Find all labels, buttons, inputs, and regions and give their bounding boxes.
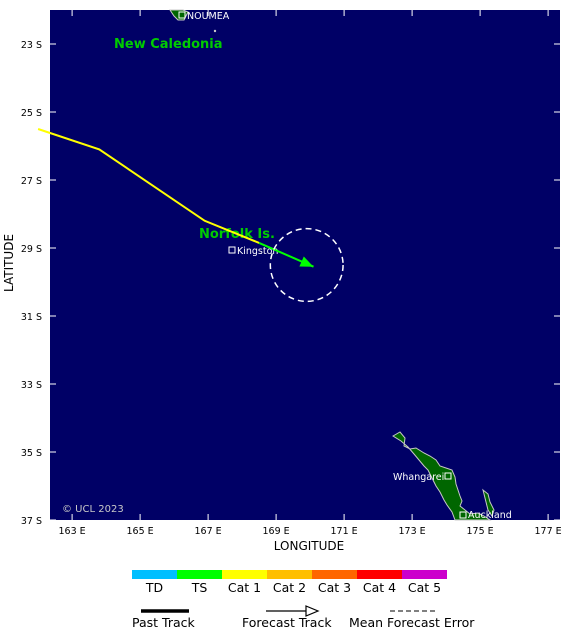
- latitude-tick-label: 29 S: [21, 244, 42, 255]
- latitude-tick-label: 37 S: [21, 516, 42, 527]
- past-track-key-line: [141, 609, 189, 613]
- intensity-swatch: [402, 570, 447, 579]
- storm-track-map: NOUMEA New Caledonia Norfolk Is. Kingsto…: [2, 9, 562, 553]
- intensity-color-bar: [132, 570, 447, 579]
- auckland-label: Auckland: [468, 510, 512, 521]
- latitude-tick-label: 35 S: [21, 448, 42, 459]
- intensity-swatch: [357, 570, 402, 579]
- latitude-tick-label: 33 S: [21, 380, 42, 391]
- intensity-swatch: [267, 570, 312, 579]
- longitude-tick-label: 177 E: [535, 526, 562, 537]
- longitude-tick-label: 163 E: [59, 526, 86, 537]
- latitude-tick-label: 25 S: [21, 108, 42, 119]
- kingston-marker: [228, 246, 236, 254]
- forecast-track-key-label: Forecast Track: [242, 615, 332, 630]
- latitude-tick-label: 27 S: [21, 176, 42, 187]
- longitude-tick-label: 175 E: [467, 526, 494, 537]
- longitude-axis-title: LONGITUDE: [274, 539, 344, 553]
- intensity-label: Cat 1: [227, 580, 262, 595]
- kingston-label: Kingston: [237, 246, 278, 257]
- copyright-label: © UCL 2023: [62, 504, 124, 515]
- forecast-arrow-head: [299, 256, 314, 267]
- small-island: [213, 29, 217, 33]
- latitude-tick-label: 31 S: [21, 312, 42, 323]
- whangarei-marker: [444, 472, 452, 480]
- longitude-tick-label: 171 E: [331, 526, 358, 537]
- auckland-marker: [459, 511, 467, 519]
- intensity-label: Cat 3: [317, 580, 352, 595]
- intensity-label: Cat 2: [272, 580, 307, 595]
- longitude-tick-labels: 163 E 165 E 167 E 169 E 171 E 173 E 175 E 177 E: [59, 526, 562, 537]
- latitude-axis-title: LATITUDE: [2, 234, 16, 292]
- intensity-swatch: [177, 570, 222, 579]
- intensity-label: TS: [191, 580, 208, 595]
- longitude-tick-label: 167 E: [195, 526, 222, 537]
- noumea-marker: [178, 11, 186, 19]
- coromandel-land: [482, 488, 495, 518]
- mean-forecast-error-circle: [269, 227, 344, 303]
- latitude-tick-labels: 23 S 25 S 27 S 29 S 31 S 33 S 35 S 37 S: [21, 40, 42, 527]
- longitude-tick-label: 169 E: [263, 526, 290, 537]
- new-caledonia-label: New Caledonia: [114, 37, 223, 52]
- past-track-key-label: Past Track: [132, 615, 195, 630]
- longitude-tick-label: 173 E: [399, 526, 426, 537]
- intensity-label: Cat 4: [362, 580, 397, 595]
- longitude-tick-label: 165 E: [127, 526, 154, 537]
- intensity-label: Cat 5: [407, 580, 442, 595]
- forecast-track-key-arrow: [266, 605, 320, 617]
- intensity-swatch: [132, 570, 177, 579]
- past-track-line: [37, 128, 260, 244]
- latitude-tick-label: 23 S: [21, 40, 42, 51]
- intensity-label: TD: [145, 580, 164, 595]
- noumea-label: NOUMEA: [187, 11, 230, 22]
- new-zealand-land: [392, 431, 492, 521]
- intensity-swatch: [312, 570, 357, 579]
- whangarei-label: Whangarei: [393, 472, 444, 483]
- intensity-labels: TD TS Cat 1 Cat 2 Cat 3 Cat 4 Cat 5: [132, 580, 447, 595]
- mean-error-key-label: Mean Forecast Error: [349, 615, 475, 630]
- intensity-swatch: [222, 570, 267, 579]
- axis-tick-marks: [50, 10, 560, 521]
